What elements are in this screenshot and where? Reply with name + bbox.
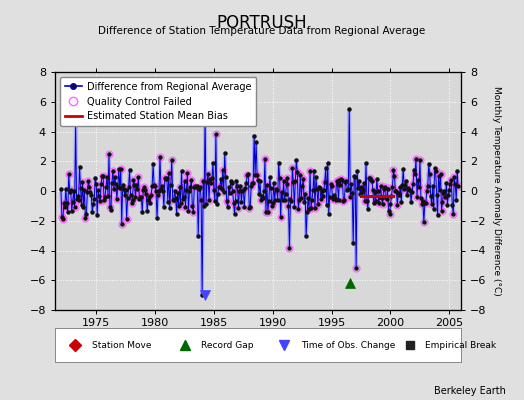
Text: Station Move: Station Move	[92, 340, 151, 350]
Y-axis label: Monthly Temperature Anomaly Difference (°C): Monthly Temperature Anomaly Difference (…	[492, 86, 500, 296]
Text: Record Gap: Record Gap	[201, 340, 254, 350]
Text: Empirical Break: Empirical Break	[424, 340, 496, 350]
Text: Berkeley Earth: Berkeley Earth	[434, 386, 506, 396]
Text: PORTRUSH: PORTRUSH	[217, 14, 307, 32]
Text: Time of Obs. Change: Time of Obs. Change	[301, 340, 395, 350]
Legend: Difference from Regional Average, Quality Control Failed, Estimated Station Mean: Difference from Regional Average, Qualit…	[60, 77, 256, 126]
Text: Difference of Station Temperature Data from Regional Average: Difference of Station Temperature Data f…	[99, 26, 425, 36]
